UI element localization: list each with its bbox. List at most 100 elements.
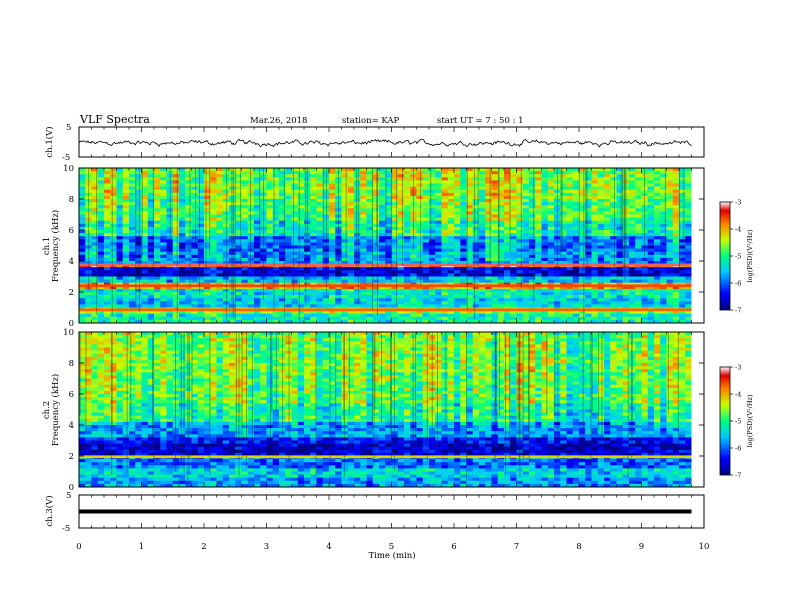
spectrogram-cell [635, 180, 642, 184]
spectrogram-cell [435, 226, 442, 231]
spectrogram-cell [560, 192, 567, 197]
spectrogram-cell [510, 292, 517, 296]
spectrogram-cell [454, 242, 461, 246]
spectrogram-cell [491, 242, 499, 246]
spectrogram-cell [316, 248, 324, 252]
spectrogram-cell [110, 205, 117, 209]
spectrogram-cell [372, 186, 380, 190]
spectrogram-cell [391, 180, 399, 184]
spectrogram-cell [154, 180, 161, 184]
spectrogram-cell [316, 168, 324, 172]
spectrogram-cell [104, 202, 111, 206]
spectrogram-cell [360, 242, 367, 246]
spectrogram-cell [222, 236, 230, 240]
spectrogram-cell [197, 217, 205, 221]
spectrogram-cell [672, 192, 680, 197]
spectrogram-cell [416, 195, 424, 200]
spectrogram-cell [504, 171, 511, 175]
spectrogram-cell [535, 171, 542, 175]
spectrogram-cell [410, 189, 417, 194]
spectrogram-cell [647, 251, 655, 256]
spectrogram-cell [472, 168, 480, 172]
spectrogram-cell [385, 217, 392, 221]
spectrogram-cell [335, 214, 342, 218]
spectrogram-cell [404, 301, 411, 305]
spectrogram-cell [116, 220, 124, 225]
spectrogram-cell [204, 208, 211, 212]
spectrogram-cell [604, 239, 611, 243]
spectrogram-cell [104, 230, 111, 234]
spectrogram-cell [422, 310, 430, 314]
spectrogram-cell [297, 211, 305, 215]
spectrogram-cell [272, 301, 280, 305]
spectrogram-cell [429, 254, 436, 259]
spectrogram-cell [291, 226, 299, 231]
spectrogram-cell [529, 180, 536, 184]
spectrogram-cell [310, 292, 317, 296]
spectrogram-cell [141, 208, 149, 212]
spectrogram-cell [172, 236, 180, 240]
spectrogram-cell [285, 226, 292, 231]
spectrogram-cell [366, 301, 374, 305]
spectrogram-cell [372, 288, 380, 293]
spectrogram-cell [479, 316, 486, 321]
spectrogram-cell [229, 257, 236, 262]
spectrogram-cell [522, 186, 530, 190]
spectrogram-cell [166, 313, 174, 318]
spectrogram-cell [410, 180, 417, 184]
spectrogram-cell [260, 304, 267, 308]
spectrogram-cell [266, 186, 274, 190]
spectrogram-cell [610, 208, 617, 212]
spectrogram-cell [404, 242, 411, 246]
spectrogram-cell [479, 298, 486, 302]
spectrogram-cell [254, 257, 261, 262]
spectrogram-cell [341, 301, 349, 305]
spectrogram-cell [485, 171, 492, 175]
spectrogram-cell [641, 230, 649, 234]
spectrogram-cell [685, 298, 692, 302]
spectrogram-cell [229, 295, 236, 299]
spectrogram-cell [454, 226, 461, 231]
spectrogram-cell [541, 285, 549, 290]
spectrogram-cell [685, 316, 692, 321]
spectrogram-cell [197, 254, 205, 259]
spectrogram-cell [360, 171, 367, 175]
spectrogram-cell [335, 233, 342, 237]
spectrogram-cell [554, 251, 561, 256]
spectrogram-cell [529, 267, 536, 271]
spectrogram-cell [604, 180, 611, 184]
spectrogram-cell [485, 223, 492, 228]
spectrogram-cell [247, 276, 255, 280]
spectrogram-cell [454, 211, 461, 215]
spectrogram-cell [685, 267, 692, 271]
spectrogram-cell [685, 174, 692, 178]
spectrogram-cell [266, 310, 274, 314]
spectrogram-cell [297, 285, 305, 290]
spectrogram-cell [197, 251, 205, 256]
spectrogram-cell [222, 233, 230, 237]
spectrogram-cell [91, 205, 99, 209]
spectrogram-cell [222, 254, 230, 259]
spectrogram-cell [141, 217, 149, 221]
spectrogram-cell [379, 245, 386, 249]
spectrogram-cell [179, 195, 186, 200]
spectrogram-cell [566, 192, 574, 197]
spectrogram-cell [579, 242, 586, 246]
spectrogram-cell [379, 295, 386, 299]
spectrogram-cell [547, 276, 555, 280]
spectrogram-cell [104, 251, 111, 256]
spectrogram-cell [629, 217, 636, 221]
spectrogram-cell [416, 199, 424, 203]
spectrogram-cell [504, 174, 511, 178]
spectrogram-cell [522, 189, 530, 194]
spectrogram-cell [372, 189, 380, 194]
spectrogram-cell [260, 319, 267, 324]
spectrogram-cell [91, 230, 99, 234]
spectrogram-cell [510, 177, 517, 181]
spectrogram-cell [116, 301, 124, 305]
spectrogram-cell [260, 174, 267, 178]
spectrogram-cell [104, 298, 111, 302]
spectrogram-cell [322, 316, 330, 321]
spectrogram-cell [535, 276, 542, 280]
spectrogram-cell [566, 261, 574, 265]
